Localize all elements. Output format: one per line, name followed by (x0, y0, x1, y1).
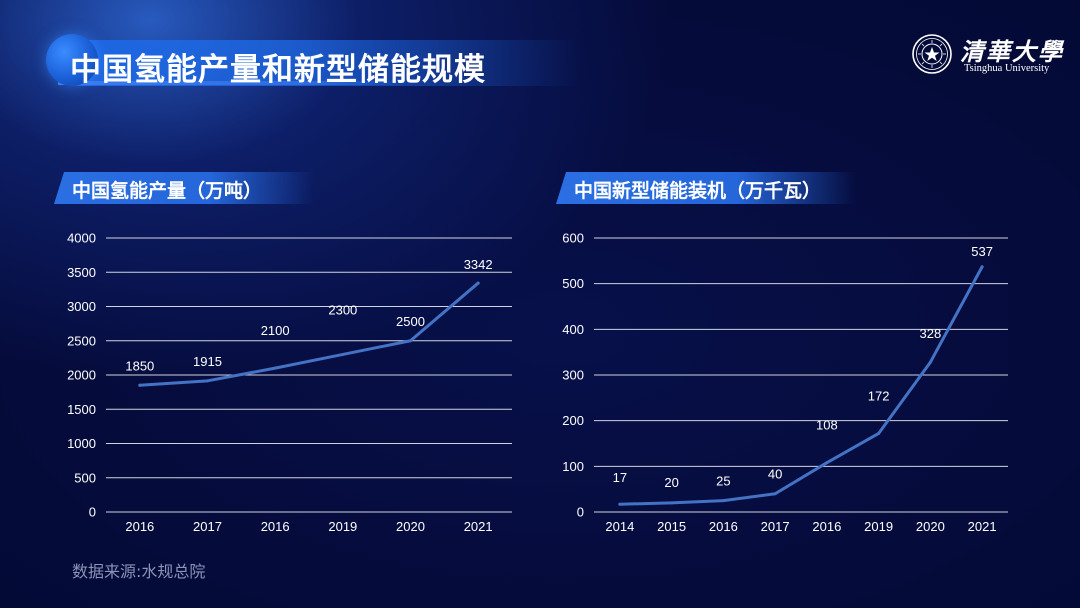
chart1-y-tick-label: 3000 (67, 299, 96, 314)
university-seal-icon (912, 34, 952, 74)
chart2-x-tick-label: 2017 (761, 519, 790, 534)
chart2-y-tick-label: 0 (577, 505, 584, 520)
chart2-y-tick-label: 100 (562, 459, 584, 474)
chart1-data-point (341, 352, 345, 356)
chart1-y-tick-label: 4000 (67, 231, 96, 246)
chart2-data-point (670, 501, 674, 505)
title-bar: 中国氢能产量和新型储能规模 (46, 34, 586, 88)
chart1-data-point (409, 339, 412, 343)
tsinghua-logo: 清華大學 Tsinghua University (912, 34, 1062, 76)
chart2-data-point (721, 499, 725, 503)
chart1-data-point (138, 383, 142, 387)
chart2-x-tick-label: 2021 (968, 519, 997, 534)
chart1-data-point (206, 379, 209, 383)
chart1-title: 中国氢能产量（万吨） (72, 180, 263, 202)
chart2-y-tick-label: 600 (562, 231, 584, 246)
chart1-series-line (138, 281, 480, 387)
data-source-note: 数据来源:水规总院 (72, 562, 206, 581)
chart2-title-bar: 中国新型储能装机（万千瓦） (556, 172, 856, 204)
chart2-title-bg (556, 172, 856, 204)
chart1-y-tick-label: 2500 (67, 333, 96, 348)
chart2-y-tick-label: 500 (562, 276, 584, 291)
page-title: 中国氢能产量和新型储能规模 (70, 52, 486, 88)
chart2-data-label: 328 (920, 326, 942, 341)
chart1-x-tick-label: 2019 (328, 519, 357, 534)
chart1-data-label: 1915 (193, 354, 222, 369)
chart2-y-tick-label: 400 (562, 322, 584, 337)
chart2-data-point (877, 431, 881, 435)
chart1-title-bar: 中国氢能产量（万吨） (54, 172, 314, 204)
chart2-data-label: 25 (716, 474, 730, 489)
university-name: 清華大學 (960, 37, 1064, 66)
chart1-x-tick-label: 2017 (193, 519, 222, 534)
chart2-x-tick-label: 2016 (812, 519, 841, 534)
chart2-data-label: 20 (664, 475, 678, 490)
title-circle-decoration (46, 34, 98, 86)
chart1-y-tick-label: 1000 (67, 436, 96, 451)
chart2-data-label: 17 (613, 470, 627, 485)
chart2-data-label: 108 (816, 418, 838, 433)
chart2-data-label: 172 (868, 388, 890, 403)
chart2-y-tick-label: 200 (562, 413, 584, 428)
chart1-x-tick-label: 2020 (396, 519, 425, 534)
chart1-data-label: 2500 (396, 314, 425, 329)
chart1-y-tick-label: 3500 (67, 265, 96, 280)
chart2-x-tick-label: 2016 (709, 519, 738, 534)
chart1-x-tick-label: 2016 (261, 519, 290, 534)
chart1-x-tick-label: 2016 (125, 519, 154, 534)
chart2-x-tick-label: 2019 (864, 519, 893, 534)
chart1-data-label: 2100 (261, 323, 290, 338)
chart1-y-tick-label: 1500 (67, 402, 96, 417)
chart1-data-label: 3342 (464, 257, 493, 272)
chart1-data-point (476, 281, 480, 285)
chart2-data-point (773, 492, 777, 496)
chart2-x-tick-label: 2020 (916, 519, 945, 534)
chart2-data-label: 40 (768, 467, 782, 482)
chart2-data-label: 537 (971, 244, 993, 259)
title-underline (58, 81, 403, 85)
chart2-series-line (618, 265, 984, 506)
chart1-data-label: 1850 (125, 358, 154, 373)
chart2-x-tick-label: 2014 (605, 519, 634, 534)
chart1-data-label: 2300 (328, 302, 357, 317)
chart1-y-tick-label: 2000 (67, 368, 96, 383)
title-strip (70, 40, 580, 86)
chart1-x-tick-label: 2021 (464, 519, 493, 534)
chart2-data-point (928, 360, 932, 364)
chart1-y-tick-label: 500 (74, 470, 96, 485)
chart2-data-point (618, 502, 622, 506)
chart1-y-tick-label: 0 (89, 505, 96, 520)
chart2-data-point (825, 461, 829, 465)
chart2-data-point (980, 265, 984, 269)
chart1-title-bg (54, 172, 314, 204)
chart2-y-tick-label: 300 (562, 368, 584, 383)
university-subtitle: Tsinghua University (964, 63, 1050, 74)
chart1-data-point (273, 366, 277, 370)
chart2-title: 中国新型储能装机（万千瓦） (574, 180, 822, 202)
chart2-x-tick-label: 2015 (657, 519, 686, 534)
